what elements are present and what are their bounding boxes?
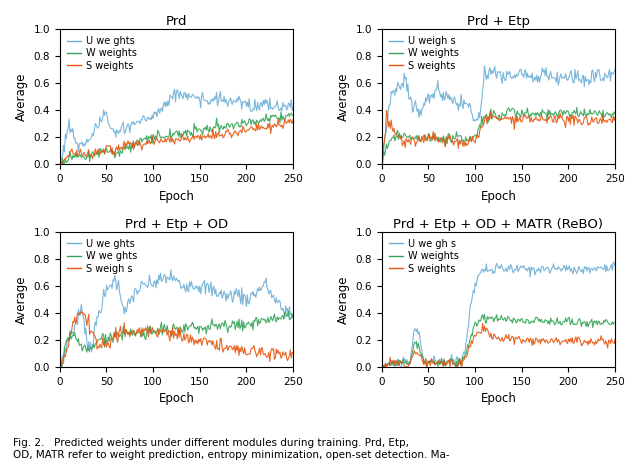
Y-axis label: Average: Average (337, 73, 350, 121)
Legend: U we gh s, W weights, S weights: U we gh s, W weights, S weights (387, 237, 461, 275)
Title: Prd + Etp: Prd + Etp (467, 15, 530, 28)
Y-axis label: Average: Average (15, 73, 28, 121)
Legend: U weigh s, W weights, S weights: U weigh s, W weights, S weights (387, 34, 461, 73)
Title: Prd + Etp + OD + MATR (ReBO): Prd + Etp + OD + MATR (ReBO) (394, 218, 604, 231)
X-axis label: Epoch: Epoch (159, 392, 195, 406)
X-axis label: Epoch: Epoch (159, 189, 195, 203)
Legend: U we ghts, W we ghts, S weigh s: U we ghts, W we ghts, S weigh s (65, 237, 140, 275)
Legend: U we ghts, W weights, S weights: U we ghts, W weights, S weights (65, 34, 139, 73)
Title: Prd: Prd (166, 15, 187, 28)
Y-axis label: Average: Average (337, 275, 350, 324)
Y-axis label: Average: Average (15, 275, 28, 324)
X-axis label: Epoch: Epoch (481, 392, 516, 406)
Text: Fig. 2.   Predicted weights under different modules during training. Prd, Etp,
O: Fig. 2. Predicted weights under differen… (13, 438, 449, 460)
X-axis label: Epoch: Epoch (481, 189, 516, 203)
Title: Prd + Etp + OD: Prd + Etp + OD (125, 218, 228, 231)
